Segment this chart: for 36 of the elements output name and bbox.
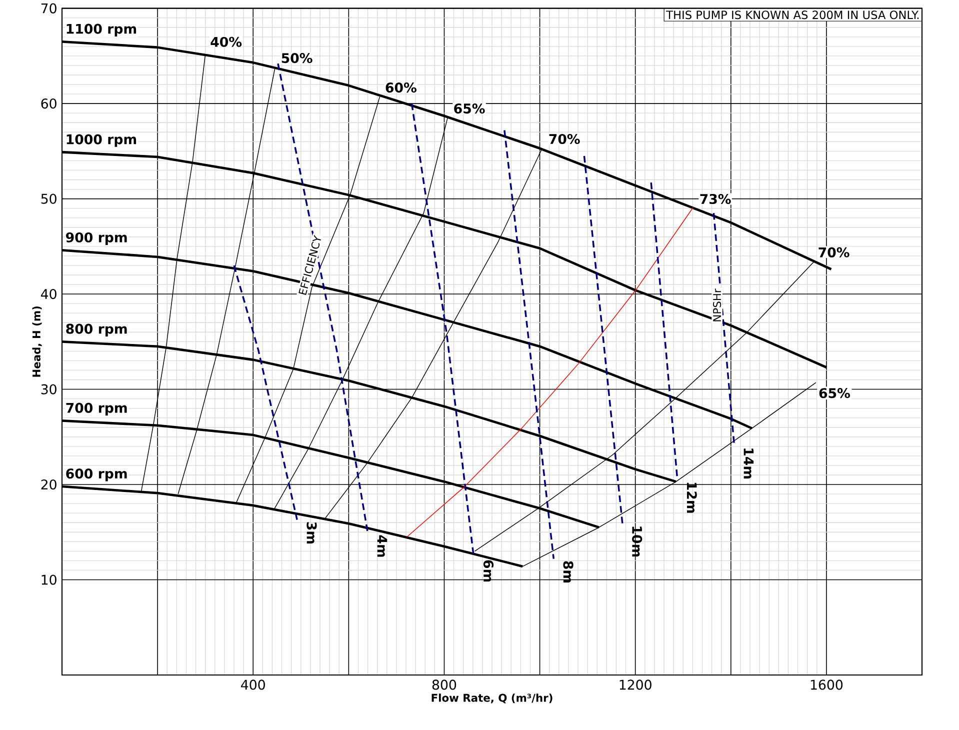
annotation: 73% [700,194,731,204]
annotation: 700 rpm [66,402,127,416]
x-tick-label: 400 [241,680,265,690]
y-tick-label: 40 [40,288,56,300]
y-tick-label: 20 [41,479,56,490]
annotation: 900 rpm [66,232,127,246]
y-tick-label: 60 [41,98,56,109]
annotation: 50% [282,53,312,64]
text: 4m [377,535,388,557]
annotation: 65% [454,103,485,114]
text: 12m [686,482,697,513]
y-tick-label: 10 [42,574,56,585]
annotation: THIS PUMP IS KNOWN AS 200M IN USA ONLY. [666,10,919,20]
annotation: 40% [210,36,242,47]
text: 6m [483,560,494,582]
annotation: 60% [386,82,416,93]
annotation: 70% [818,247,850,258]
text: 8m [563,561,574,583]
text: 14m [744,448,754,478]
annotation: 600 rpm [66,468,127,482]
text: 10m [632,526,642,557]
y-tick-label: 70 [41,3,56,14]
x-tick-label: 1600 [810,680,843,690]
text: 3m [306,522,317,544]
annotation: 70% [549,134,580,144]
y-axis-title: Head, H (m) [32,306,42,377]
x-tick-label: 1200 [620,680,652,690]
annotation: NPSHr [712,288,722,322]
y-tick-label: 30 [41,384,56,394]
annotation: 1000 rpm [66,134,136,147]
annotation: 800 rpm [66,324,127,336]
annotation: 1100 rpm [66,24,136,36]
annotation: 65% [819,388,850,398]
x-tick-label: 800 [432,680,456,690]
y-tick-label: 50 [41,194,56,204]
x-axis-title: Flow Rate, Q (m³/hr) [432,694,552,704]
